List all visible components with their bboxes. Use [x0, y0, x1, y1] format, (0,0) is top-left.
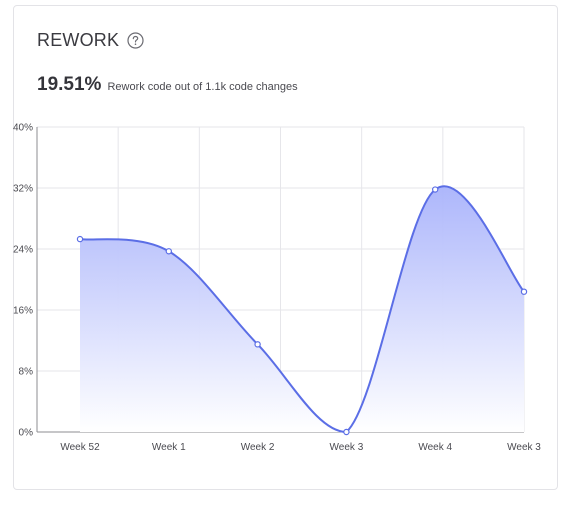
x-tick-label: Week 3	[330, 442, 364, 453]
y-tick-label: 24%	[13, 245, 33, 256]
x-tick-label: Week 52	[60, 442, 100, 453]
x-tick-label: Week 1	[152, 442, 186, 453]
x-tick-label: Week 2	[241, 442, 275, 453]
data-point[interactable]	[432, 186, 439, 193]
y-tick-label: 0%	[19, 428, 34, 439]
y-tick-label: 16%	[13, 306, 33, 317]
rework-percentage: 19.51%	[37, 74, 102, 95]
rework-description: Rework code out of 1.1k code changes	[107, 81, 298, 93]
y-axis-ticks: 0% 8% 16% 24% 32% 40%	[13, 123, 33, 439]
chart-points	[76, 186, 528, 436]
question-circle-icon[interactable]	[127, 32, 144, 49]
y-tick-label: 40%	[13, 123, 33, 134]
chart-area-layer	[79, 185, 525, 434]
data-point[interactable]	[254, 341, 261, 348]
summary: 19.51% Rework code out of 1.1k code chan…	[37, 74, 298, 96]
x-tick-label: Week 3	[507, 442, 541, 453]
y-tick-label: 8%	[19, 367, 34, 378]
y-tick-label: 32%	[13, 184, 33, 195]
x-tick-label: Week 4	[418, 442, 452, 453]
x-axis-ticks: Week 52 Week 1 Week 2 Week 3 Week 4 Week 3	[60, 442, 541, 453]
data-point[interactable]	[76, 235, 84, 243]
data-point[interactable]	[165, 248, 172, 255]
data-point[interactable]	[520, 288, 528, 295]
card-header: REWORK	[37, 30, 144, 51]
data-point[interactable]	[343, 428, 350, 436]
series-area-fill	[80, 186, 524, 432]
card-title: REWORK	[37, 30, 120, 50]
